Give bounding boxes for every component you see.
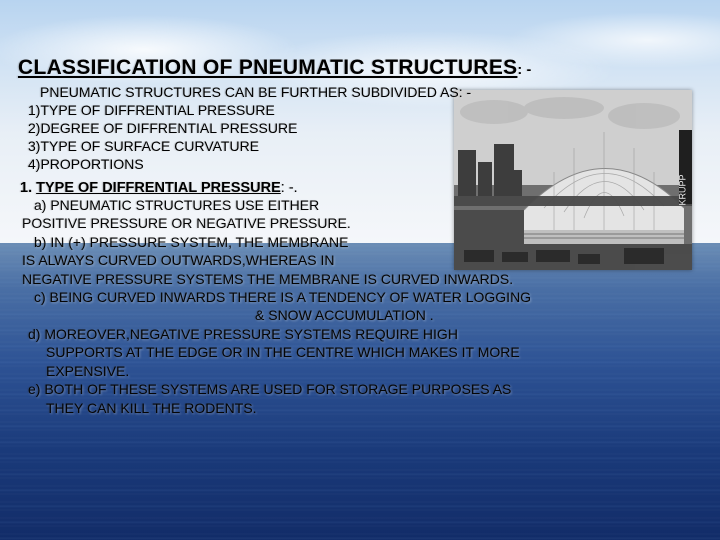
title-text: CLASSIFICATION OF PNEUMATIC STRUCTURES — [18, 56, 517, 79]
point-d-line1: d) MOREOVER,NEGATIVE PRESSURE SYSTEMS RE… — [28, 325, 702, 343]
section-1-heading: 1. TYPE OF DIFFRENTIAL PRESSURE: -. — [20, 180, 702, 196]
list-item: 3)TYPE OF SURFACE CURVATURE — [28, 138, 702, 156]
point-e-line2: THEY CAN KILL THE RODENTS. — [46, 399, 702, 417]
list-item: 2)DEGREE OF DIFFRENTIAL PRESSURE — [28, 120, 702, 138]
point-d-line3: EXPENSIVE. — [46, 362, 702, 380]
list-item: 1)TYPE OF DIFFRENTIAL PRESSURE — [28, 102, 702, 120]
point-a-line1: a) PNEUMATIC STRUCTURES USE EITHER — [34, 196, 702, 214]
point-b-line3: NEGATIVE PRESSURE SYSTEMS THE MEMBRANE I… — [22, 270, 702, 288]
section-number: 1. — [20, 180, 32, 196]
slide-content: CLASSIFICATION OF PNEUMATIC STRUCTURES: … — [0, 0, 720, 540]
point-c-line2: & SNOW ACCUMULATION . — [255, 306, 702, 324]
list-item: 4)PROPORTIONS — [28, 156, 702, 174]
subdivision-list: 1)TYPE OF DIFFRENTIAL PRESSURE 2)DEGREE … — [28, 102, 702, 174]
intro-line: PNEUMATIC STRUCTURES CAN BE FURTHER SUBD… — [40, 84, 702, 100]
section-title: TYPE OF DIFFRENTIAL PRESSURE — [36, 180, 281, 196]
point-a-line2: POSITIVE PRESSURE OR NEGATIVE PRESSURE. — [22, 214, 702, 232]
section-1-body: a) PNEUMATIC STRUCTURES USE EITHER POSIT… — [20, 196, 702, 418]
title-suffix: : - — [517, 61, 531, 77]
point-c-line1: c) BEING CURVED INWARDS THERE IS A TENDE… — [34, 288, 702, 306]
point-e-line1: e) BOTH OF THESE SYSTEMS ARE USED FOR ST… — [28, 380, 702, 398]
point-b-line1: b) IN (+) PRESSURE SYSTEM, THE MEMBRANE — [34, 233, 702, 251]
section-tail: : -. — [281, 180, 298, 196]
point-b-line2: IS ALWAYS CURVED OUTWARDS,WHEREAS IN — [22, 251, 702, 269]
point-d-line2: SUPPORTS AT THE EDGE OR IN THE CENTRE WH… — [46, 343, 702, 361]
slide-title: CLASSIFICATION OF PNEUMATIC STRUCTURES: … — [18, 56, 702, 80]
